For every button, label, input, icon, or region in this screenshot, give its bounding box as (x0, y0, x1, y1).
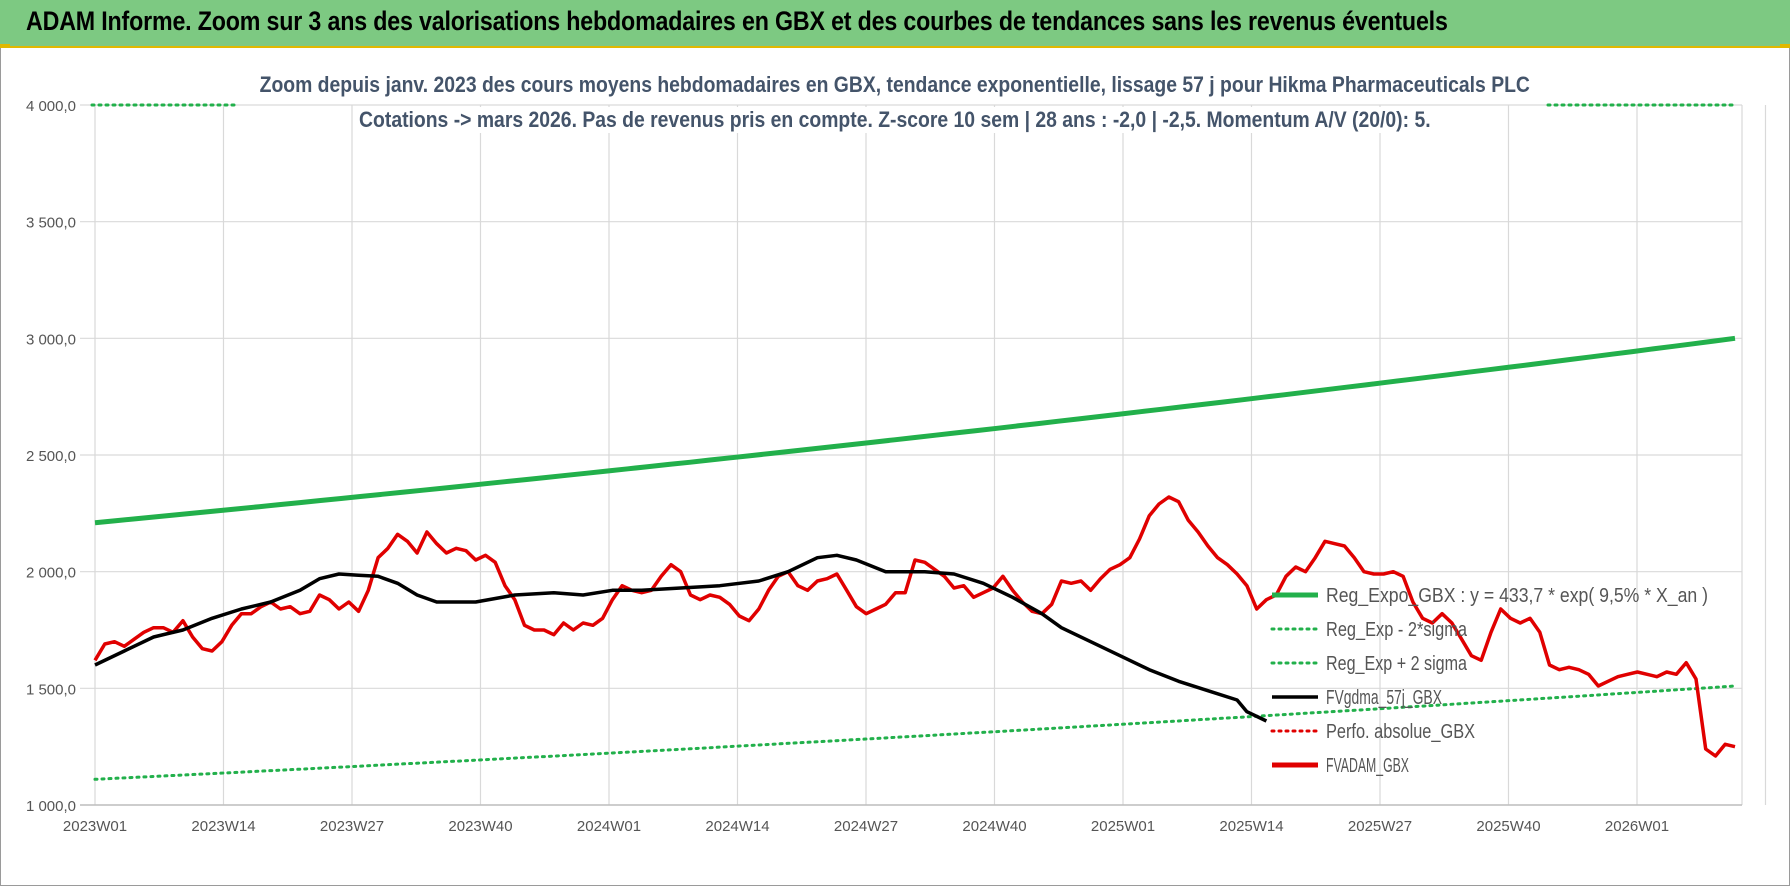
x-tick-label: 2024W01 (577, 818, 641, 835)
x-tick-label: 2025W01 (1091, 818, 1155, 835)
series-reg-exp-minus-2sigma-line (93, 684, 1737, 781)
series-reg-expo-line (94, 335, 1736, 526)
x-tick-label: 2024W14 (705, 818, 769, 835)
y-tick-label: 1 500,0 (26, 681, 76, 698)
y-tick-label: 3 000,0 (26, 331, 76, 348)
x-tick-label: 2023W14 (191, 818, 255, 835)
banner: ADAM Informe. Zoom sur 3 ans des valoris… (0, 0, 1790, 48)
series-fvgdma-line (94, 553, 1268, 723)
x-tick-label: 2025W27 (1348, 818, 1412, 835)
x-tick-label: 2023W40 (448, 818, 512, 835)
chart-title-line2-text: Cotations -> mars 2026. Pas de revenus p… (353, 107, 1437, 133)
legend-label: Reg_Exp + 2 sigma (1326, 653, 1468, 675)
chart-title-line1-text: Zoom depuis janv. 2023 des cours moyens … (254, 72, 1536, 98)
x-tick-label: 2024W40 (962, 818, 1026, 835)
chart-title-line1: Zoom depuis janv. 2023 des cours moyens … (0, 72, 1790, 98)
x-tick-label: 2026W01 (1605, 818, 1669, 835)
corner-mark-right (1780, 44, 1790, 48)
x-tick-label: 2023W27 (320, 818, 384, 835)
corner-mark-left (0, 44, 10, 48)
y-tick-label: 2 000,0 (26, 565, 76, 582)
y-tick-label: 1 000,0 (26, 798, 76, 815)
x-tick-label: 2023W01 (63, 818, 127, 835)
x-tick-label: 2025W14 (1219, 818, 1283, 835)
series-fvadam-line (93, 495, 1736, 758)
x-tick-label: 2025W40 (1476, 818, 1540, 835)
y-tick-label: 3 500,0 (26, 215, 76, 232)
legend-label: FVgdma_57j_GBX (1326, 687, 1442, 709)
y-tick-label: 4 000,0 (26, 98, 76, 115)
legend-label: Reg_Exp - 2*sigma (1326, 619, 1468, 641)
chart-title-line2: Cotations -> mars 2026. Pas de revenus p… (0, 107, 1790, 133)
y-tick-label: 2 500,0 (26, 448, 76, 465)
legend-label: FVADAM_GBX (1326, 755, 1409, 777)
legend-label: Perfo. absolue_GBX (1326, 721, 1475, 743)
x-tick-label: 2024W27 (834, 818, 898, 835)
banner-title: ADAM Informe. Zoom sur 3 ans des valoris… (26, 6, 1448, 36)
legend-label: Reg_Expo_GBX : y = 433,7 * exp( 9,5% * X… (1326, 585, 1708, 607)
